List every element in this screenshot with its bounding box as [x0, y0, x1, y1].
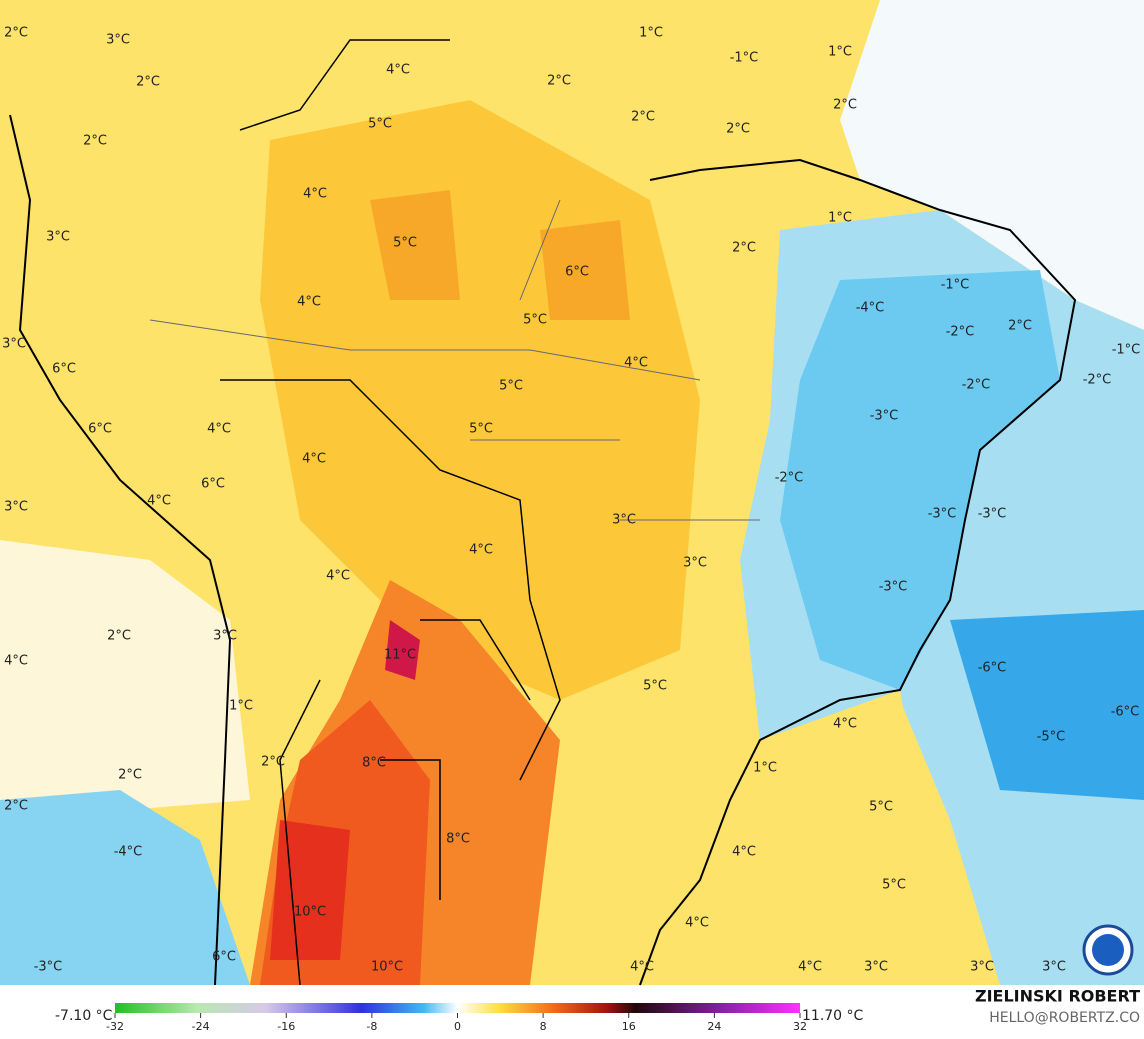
contour-label: 5°C	[368, 117, 392, 132]
contour-label: 11°C	[384, 648, 416, 663]
contour-label: 3°C	[864, 960, 888, 975]
credit-name: ZIELINSKI ROBERT	[975, 987, 1140, 1006]
contour-label: 4°C	[630, 960, 654, 975]
contour-label: 5°C	[869, 800, 893, 815]
contour-label: -3°C	[34, 960, 63, 975]
contour-label: 2°C	[547, 74, 571, 89]
credit-contact: HELLO@ROBERTZ.CO	[989, 1010, 1140, 1026]
contour-label: 3°C	[106, 33, 130, 48]
contour-label: 3°C	[4, 500, 28, 515]
contour-label: 2°C	[726, 122, 750, 137]
contour-label: -2°C	[946, 325, 975, 340]
colorbar	[115, 1003, 800, 1013]
contour-label: 4°C	[302, 452, 326, 467]
contour-label: 8°C	[362, 756, 386, 771]
contour-label: -2°C	[1083, 373, 1112, 388]
contour-label: 3°C	[683, 556, 707, 571]
colorbar-tick-label: -32	[106, 1020, 124, 1033]
contour-label: 1°C	[828, 45, 852, 60]
colorbar-tick-label: 24	[707, 1020, 721, 1033]
colorbar-tick-label: 8	[540, 1020, 547, 1033]
contour-label: 2°C	[4, 26, 28, 41]
contour-label: 5°C	[643, 679, 667, 694]
contour-label: 4°C	[685, 916, 709, 931]
colorbar-tick-label: -8	[366, 1020, 377, 1033]
colorbar-min: -7.10 °C	[55, 1008, 113, 1024]
contour-label: 4°C	[732, 845, 756, 860]
contour-label: 3°C	[970, 960, 994, 975]
contour-label: 4°C	[469, 543, 493, 558]
colorbar-max: 11.70 °C	[802, 1008, 864, 1024]
contour-label: 2°C	[136, 75, 160, 90]
contour-label: 6°C	[201, 477, 225, 492]
contour-label: 4°C	[386, 63, 410, 78]
contour-label: -3°C	[978, 507, 1007, 522]
contour-label: 2°C	[833, 98, 857, 113]
contour-label: 3°C	[213, 629, 237, 644]
contour-label: 3°C	[1042, 960, 1066, 975]
contour-label: 2°C	[261, 755, 285, 770]
contour-label: 1°C	[753, 761, 777, 776]
contour-label: 6°C	[565, 265, 589, 280]
contour-label: 4°C	[798, 960, 822, 975]
contour-label: 4°C	[4, 654, 28, 669]
contour-label: 3°C	[46, 230, 70, 245]
contour-label: 5°C	[393, 236, 417, 251]
contour-label: 4°C	[147, 494, 171, 509]
contour-label: -6°C	[1111, 705, 1140, 720]
contour-label: 6°C	[52, 362, 76, 377]
contour-label: 2°C	[118, 768, 142, 783]
contour-label: 10°C	[371, 960, 403, 975]
contour-label: -2°C	[775, 471, 804, 486]
contour-label: 4°C	[833, 717, 857, 732]
contour-label: -2°C	[962, 378, 991, 393]
contour-label: 4°C	[326, 569, 350, 584]
colorbar-tick-label: 0	[454, 1020, 461, 1033]
contour-label: -3°C	[879, 580, 908, 595]
contour-label: 2°C	[631, 110, 655, 125]
contour-label: 6°C	[88, 422, 112, 437]
contour-label: -6°C	[978, 661, 1007, 676]
contour-label: -3°C	[928, 507, 957, 522]
contour-label: -5°C	[1037, 730, 1066, 745]
contour-label: 5°C	[882, 878, 906, 893]
contour-label: -1°C	[941, 278, 970, 293]
contour-label: 2°C	[1008, 319, 1032, 334]
contour-label: 4°C	[624, 356, 648, 371]
contour-label: 2°C	[83, 134, 107, 149]
map	[0, 0, 1144, 986]
contour-label: -4°C	[114, 845, 143, 860]
colorbar-tick-label: -24	[192, 1020, 210, 1033]
contour-label: 2°C	[4, 799, 28, 814]
contour-label: 1°C	[828, 211, 852, 226]
contour-label: 1°C	[229, 699, 253, 714]
noaa-logo	[1082, 924, 1134, 976]
contour-label: -1°C	[730, 51, 759, 66]
contour-label: 10°C	[294, 905, 326, 920]
colorbar-tick-label: -16	[277, 1020, 295, 1033]
contour-label: 3°C	[2, 337, 26, 352]
contour-label: 5°C	[523, 313, 547, 328]
contour-label: 1°C	[639, 26, 663, 41]
contour-label: 3°C	[612, 513, 636, 528]
contour-label: 5°C	[469, 422, 493, 437]
contour-label: -4°C	[856, 301, 885, 316]
contour-label: 4°C	[207, 422, 231, 437]
contour-label: 6°C	[212, 950, 236, 965]
contour-label: 4°C	[297, 295, 321, 310]
contour-label: -1°C	[1112, 343, 1141, 358]
colorbar-tick-label: 16	[622, 1020, 636, 1033]
contour-label: 2°C	[107, 629, 131, 644]
colorbar-tick-label: 32	[793, 1020, 807, 1033]
contour-label: 5°C	[499, 379, 523, 394]
contour-label: 4°C	[303, 187, 327, 202]
contour-label: 8°C	[446, 832, 470, 847]
contour-label: 2°C	[732, 241, 756, 256]
contour-label: -3°C	[870, 409, 899, 424]
